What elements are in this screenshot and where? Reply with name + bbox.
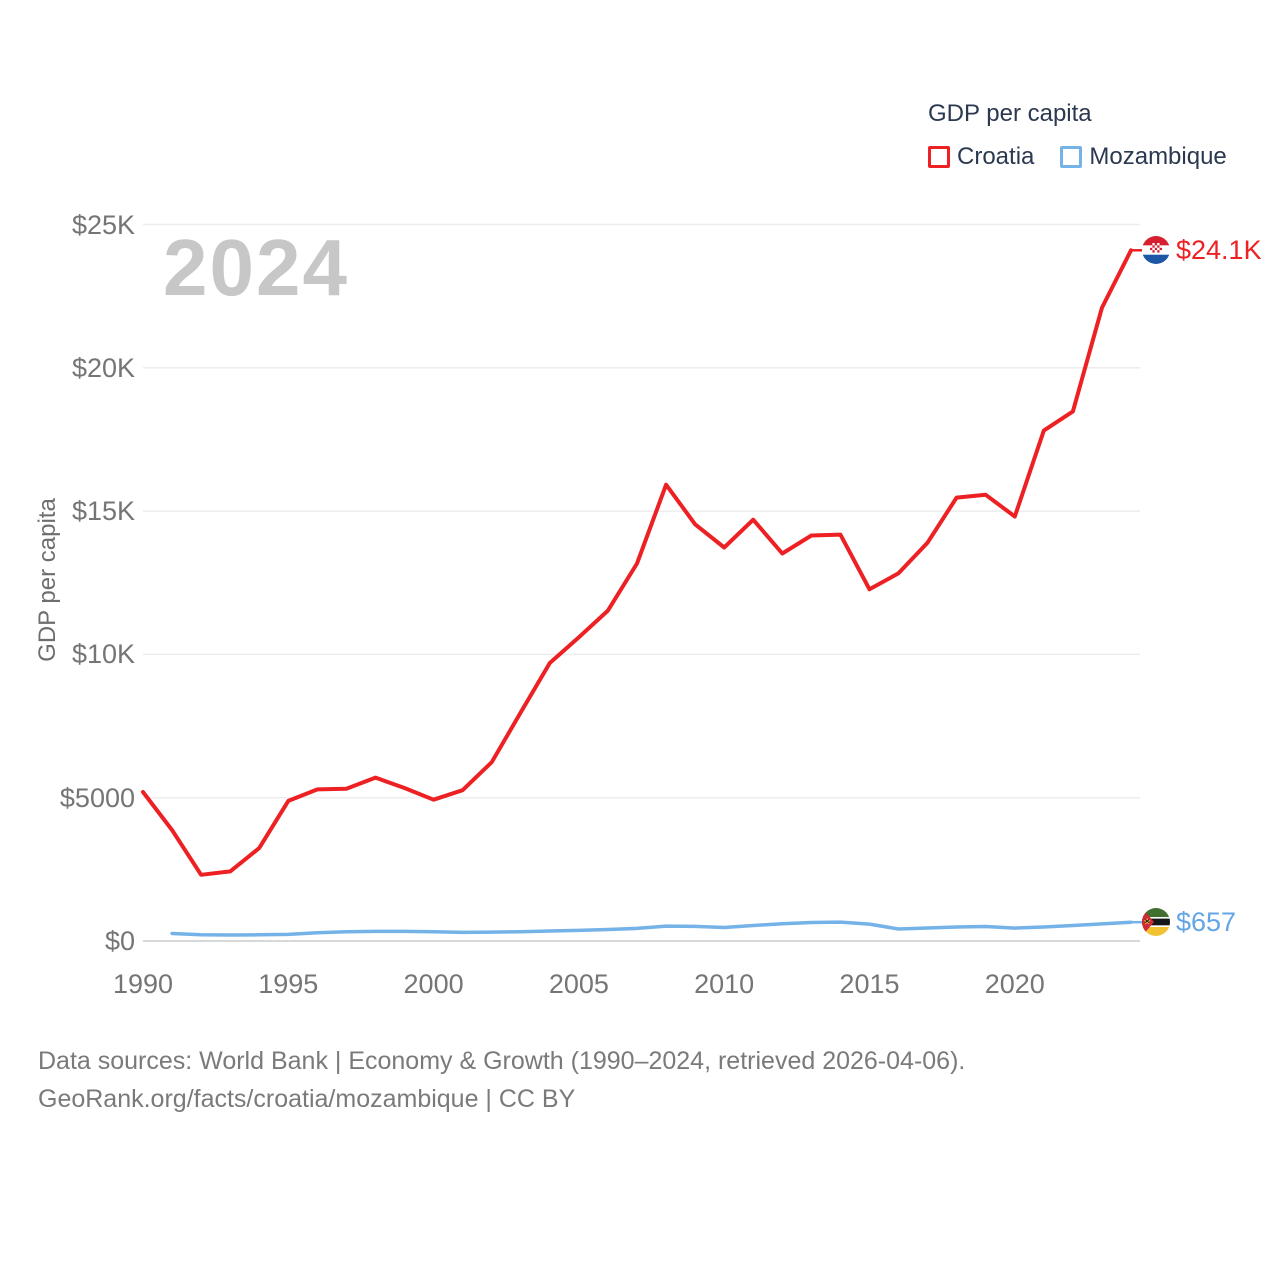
footer-sources: Data sources: World Bank | Economy & Gro… [38, 1047, 966, 1075]
x-tick-2015: 2015 [839, 969, 900, 999]
series-lines [141, 248, 1142, 937]
croatia-value-label: $24.1K [1176, 235, 1262, 266]
croatia-flag-icon [1142, 236, 1170, 265]
y-tick-15K: $15K [71, 496, 135, 527]
mozambique-legend-swatch [1060, 146, 1083, 168]
year-watermark: 2024 [163, 223, 349, 312]
legend-items: Croatia Mozambique [928, 143, 1227, 171]
y-tick-20K: $20K [71, 352, 135, 383]
legend: GDP per capita Croatia Mozambique [928, 100, 1227, 171]
mozambique-value-label: $657 [1176, 907, 1237, 938]
x-tick-1990: 1990 [112, 969, 174, 999]
croatia-legend-label: Croatia [957, 143, 1035, 170]
footer-attribution: GeoRank.org/facts/croatia/mozambique | C… [38, 1085, 576, 1113]
legend-title: GDP per capita [928, 100, 1092, 127]
mozambique-legend-label: Mozambique [1089, 143, 1227, 170]
legend-item-croatia[interactable]: Croatia [928, 143, 1034, 171]
footer: Data sources: World Bank | Economy & Gro… [38, 1042, 965, 1118]
x-tick-2010: 2010 [694, 969, 755, 999]
x-tick-2020: 2020 [984, 969, 1045, 999]
croatia-line [141, 248, 1133, 877]
x-tick-2005: 2005 [548, 969, 609, 999]
y-tick-25K: $25K [71, 209, 135, 240]
gridlines [143, 223, 1140, 942]
mozambique-flag-icon [1142, 908, 1170, 937]
x-tick-1995: 1995 [258, 969, 319, 999]
legend-item-mozambique[interactable]: Mozambique [1060, 143, 1227, 171]
croatia-endpoint: $24.1K [1142, 235, 1262, 266]
mozambique-line [170, 920, 1133, 937]
mozambique-endpoint: $657 [1142, 907, 1237, 938]
croatia-legend-swatch [928, 146, 950, 168]
y-tick-10K: $10K [71, 639, 135, 670]
y-tick-5000: $5000 [59, 782, 135, 813]
x-tick-2000: 2000 [403, 969, 464, 999]
y-tick-0: $0 [104, 926, 135, 956]
